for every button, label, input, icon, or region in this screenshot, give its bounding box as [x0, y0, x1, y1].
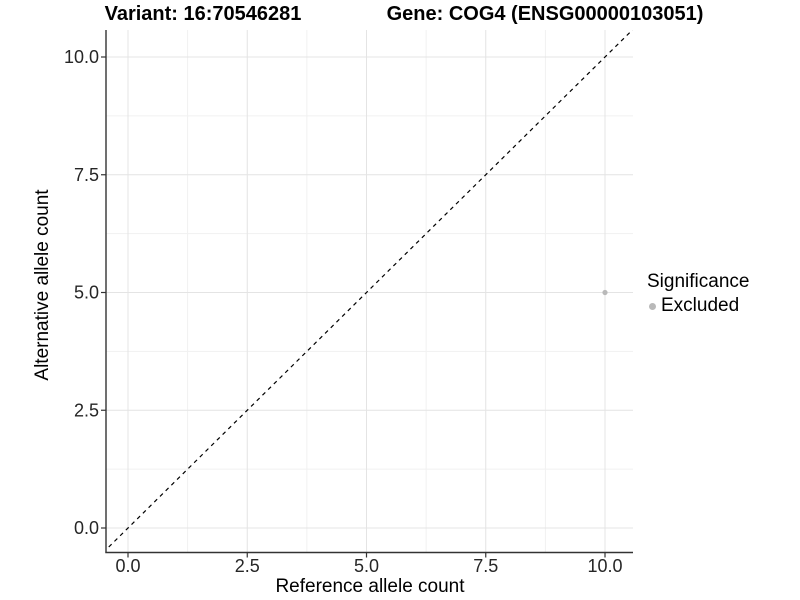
legend: Significance Excluded	[646, 271, 749, 317]
plot-title-variant: Variant: 16:70546281	[104, 3, 302, 25]
legend-item-label: Excluded	[661, 295, 740, 316]
x-tick-label: 2.5	[235, 556, 260, 576]
x-tick-label: 7.5	[473, 556, 498, 576]
identity-line	[106, 30, 633, 551]
x-tick-label: 0.0	[115, 556, 140, 576]
data-point	[602, 289, 608, 296]
legend-item-excluded: Excluded	[646, 295, 749, 317]
x-tick-label: 10.0	[587, 556, 622, 576]
y-tick-label: 10.0	[64, 47, 99, 67]
x-tick-label: 5.0	[354, 556, 379, 576]
x-axis-title: Reference allele count	[275, 576, 465, 597]
plot-title-gene: Gene: COG4 (ENSG00000103051)	[386, 3, 704, 25]
legend-point-swatch	[649, 302, 656, 310]
y-tick-label: 5.0	[74, 283, 99, 303]
y-axis-title: Alternative allele count	[32, 189, 53, 381]
legend-title: Significance	[647, 271, 750, 292]
y-tick-label: 2.5	[74, 400, 99, 420]
y-tick-label: 7.5	[74, 165, 99, 185]
y-tick-label: 0.0	[74, 518, 99, 538]
